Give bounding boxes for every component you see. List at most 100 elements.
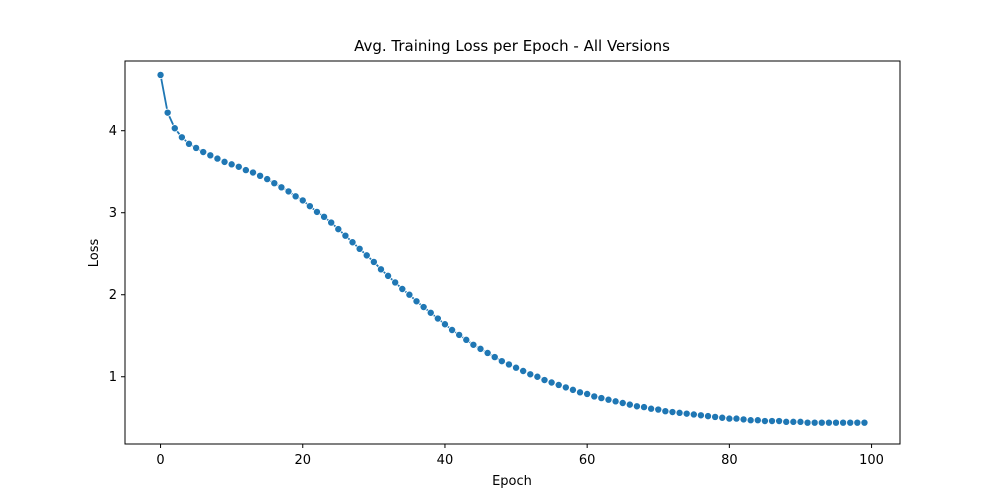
loss-data-point: [334, 225, 343, 234]
loss-data-point: [654, 405, 663, 414]
loss-data-point: [604, 395, 613, 404]
loss-data-point: [732, 414, 741, 423]
plot-frame: [124, 60, 901, 445]
loss-data-point: [576, 388, 585, 397]
loss-data-point: [312, 207, 321, 216]
loss-data-point: [839, 418, 848, 427]
loss-data-point: [163, 108, 172, 117]
loss-data-point: [213, 154, 222, 163]
loss-data-point: [369, 257, 378, 266]
y-tick-label: 2: [109, 288, 117, 303]
loss-data-point: [768, 417, 777, 426]
loss-data-point: [711, 412, 720, 421]
loss-data-point: [391, 278, 400, 287]
loss-data-point: [348, 238, 357, 247]
loss-data-point: [433, 314, 442, 323]
loss-data-point: [824, 418, 833, 427]
loss-data-point: [462, 335, 471, 344]
loss-data-point: [284, 187, 293, 196]
loss-data-point: [199, 148, 208, 157]
loss-data-point: [803, 418, 812, 427]
loss-data-point: [625, 400, 634, 409]
loss-data-point: [263, 175, 272, 184]
y-tick-label: 3: [109, 206, 117, 221]
loss-data-point: [170, 124, 179, 133]
loss-data-point: [220, 157, 229, 166]
loss-data-point: [248, 168, 257, 177]
loss-data-point: [704, 412, 713, 421]
loss-data-point: [540, 376, 549, 385]
loss-data-point: [725, 414, 734, 423]
loss-data-point: [618, 398, 627, 407]
loss-data-point: [846, 418, 855, 427]
loss-data-point: [412, 297, 421, 306]
loss-data-point: [682, 409, 691, 418]
loss-data-point: [398, 284, 407, 293]
x-axis-label: Epoch: [492, 474, 532, 489]
loss-data-point: [746, 416, 755, 425]
loss-data-point: [810, 418, 819, 427]
x-tick-label: 100: [859, 453, 884, 468]
x-tick-label: 40: [437, 453, 454, 468]
loss-data-point: [384, 271, 393, 280]
loss-data-point: [554, 380, 563, 389]
loss-data-point: [775, 417, 784, 426]
loss-data-point: [419, 303, 428, 312]
loss-data-point: [156, 70, 165, 79]
loss-data-point: [611, 397, 620, 406]
loss-data-point: [661, 407, 670, 416]
loss-data-point: [291, 192, 300, 201]
loss-data-point: [640, 403, 649, 412]
loss-data-point: [689, 410, 698, 419]
loss-data-point: [476, 344, 485, 353]
loss-data-point: [497, 357, 506, 366]
loss-data-point: [184, 139, 193, 148]
loss-data-point: [177, 133, 186, 142]
loss-data-point: [817, 418, 826, 427]
loss-data-point: [512, 363, 521, 372]
loss-data-point: [753, 416, 762, 425]
loss-data-point: [632, 402, 641, 411]
loss-data-point: [426, 308, 435, 317]
chart-title: Avg. Training Loss per Epoch - All Versi…: [354, 37, 670, 55]
loss-data-point: [696, 411, 705, 420]
loss-data-point: [241, 166, 250, 175]
loss-data-point: [782, 417, 791, 426]
y-axis-ticks: 1 2 3 4: [109, 124, 125, 385]
loss-data-point: [668, 408, 677, 417]
loss-data-point: [355, 244, 364, 253]
loss-data-point: [320, 212, 329, 221]
loss-data-point: [256, 171, 265, 180]
loss-data-point: [270, 179, 279, 188]
loss-data-point: [327, 218, 336, 227]
loss-data-point: [362, 251, 371, 260]
loss-data-point: [853, 418, 862, 427]
y-axis-label: Loss: [87, 239, 102, 268]
loss-data-point: [504, 360, 513, 369]
loss-data-point: [526, 370, 535, 379]
loss-data-point: [277, 183, 286, 192]
loss-data-point: [405, 290, 414, 299]
loss-data-point: [860, 418, 869, 427]
loss-data-point: [469, 340, 478, 349]
loss-data-point: [234, 162, 243, 171]
series-layer: [156, 70, 869, 427]
loss-data-point: [192, 143, 201, 152]
loss-data-point: [547, 378, 556, 387]
loss-data-point: [568, 385, 577, 394]
loss-data-point: [519, 367, 528, 376]
loss-data-point: [227, 160, 236, 169]
loss-data-point: [647, 404, 656, 413]
loss-data-point: [341, 231, 350, 240]
loss-data-point: [455, 330, 464, 339]
loss-data-point: [376, 265, 385, 274]
x-tick-label: 0: [156, 453, 164, 468]
loss-data-point: [832, 418, 841, 427]
x-tick-label: 20: [294, 453, 311, 468]
loss-data-point: [760, 417, 769, 426]
y-tick-label: 4: [109, 124, 117, 139]
loss-data-point: [789, 417, 798, 426]
loss-data-point: [796, 417, 805, 426]
